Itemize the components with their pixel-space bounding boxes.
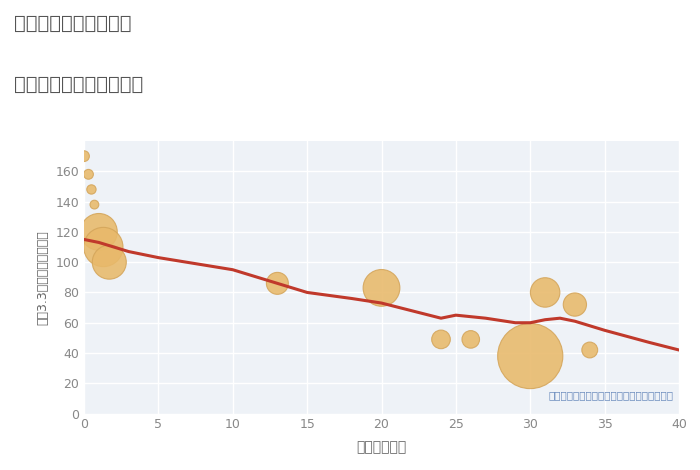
Point (584, 346, 595, 354)
X-axis label: 築年数（年）: 築年数（年） (356, 440, 407, 454)
Point (86, 186, 97, 193)
Point (272, 280, 283, 287)
Point (376, 284, 387, 292)
Point (78, 152, 90, 160)
Point (89, 201, 100, 208)
Point (104, 258, 115, 266)
Point (569, 301, 580, 308)
Point (525, 352, 536, 360)
Text: 円の大きさは、取引のあった物件面積を示す: 円の大きさは、取引のあった物件面積を示す (548, 390, 673, 400)
Point (465, 336, 476, 343)
Point (435, 336, 447, 343)
Text: 愛知県日進市梅森町の: 愛知県日進市梅森町の (14, 14, 132, 33)
Text: 築年数別中古戸建て価格: 築年数別中古戸建て価格 (14, 75, 144, 94)
Point (98, 243, 109, 251)
Point (83, 171, 94, 178)
Point (540, 289, 551, 296)
Point (93, 228, 104, 235)
Y-axis label: 坪（3.3㎡）単価（万円）: 坪（3.3㎡）単価（万円） (36, 230, 50, 325)
